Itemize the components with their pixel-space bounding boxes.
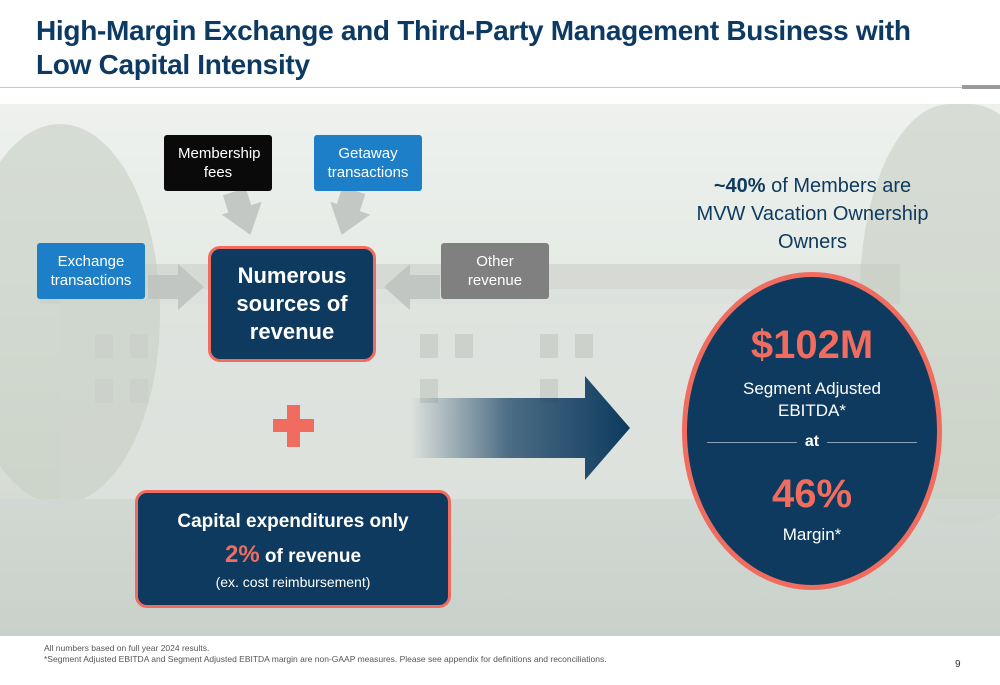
members-percent: ~40%	[713, 175, 766, 197]
capex-line1: Capital expenditures only	[177, 511, 409, 532]
arrow-from-membership	[221, 187, 262, 235]
capex-line3: (ex. cost reimbursement)	[215, 574, 371, 590]
ebitda-oval: $102M Segment Adjusted EBITDA* at 46% Ma…	[682, 272, 942, 590]
capex-box: Capital expenditures only 2% of revenue …	[135, 490, 451, 608]
big-arrow	[410, 376, 630, 480]
margin-label: Margin*	[782, 525, 842, 544]
membership-fees-box: Membership fees	[164, 135, 272, 191]
other-revenue-box: Other revenue	[441, 243, 549, 299]
title-accent-bar	[962, 85, 1000, 89]
capex-line2-suffix: of revenue	[259, 546, 362, 567]
arrow-from-getaway	[330, 186, 371, 235]
page-title: High-Margin Exchange and Third-Party Man…	[36, 15, 911, 80]
plus-icon-bar	[273, 419, 314, 432]
page-number: 9	[955, 659, 961, 670]
exchange-transactions-label: Exchange transactions	[50, 253, 132, 289]
getaway-transactions-box: Getaway transactions	[314, 135, 422, 191]
other-revenue-label: Other revenue	[467, 253, 523, 289]
margin-value: 46%	[771, 472, 853, 516]
title-divider	[0, 87, 1000, 88]
ebitda-label: Segment Adjusted EBITDA*	[743, 379, 881, 420]
numerous-sources-box: Numerous sources of revenue	[208, 246, 376, 362]
members-callout: ~40% of Members are MVW Vacation Ownersh…	[690, 172, 935, 256]
capex-percent: 2%	[224, 541, 260, 568]
at-label: at	[804, 433, 820, 450]
exchange-transactions-box: Exchange transactions	[37, 243, 145, 299]
footnote-2: *Segment Adjusted EBITDA and Segment Adj…	[44, 654, 607, 664]
arrow-from-other	[384, 264, 440, 310]
ebitda-value: $102M	[750, 323, 874, 367]
footnote-1: All numbers based on full year 2024 resu…	[44, 643, 210, 653]
capex-line2: 2% of revenue	[138, 541, 448, 569]
membership-fees-label: Membership fees	[178, 145, 261, 181]
divider-left	[707, 442, 797, 443]
numerous-sources-label: Numerous sources of revenue	[236, 263, 348, 344]
members-text: of Members are MVW Vacation Ownership Ow…	[696, 175, 929, 253]
getaway-transactions-label: Getaway transactions	[327, 145, 409, 181]
divider-right	[827, 442, 917, 443]
arrow-from-exchange	[148, 264, 204, 310]
